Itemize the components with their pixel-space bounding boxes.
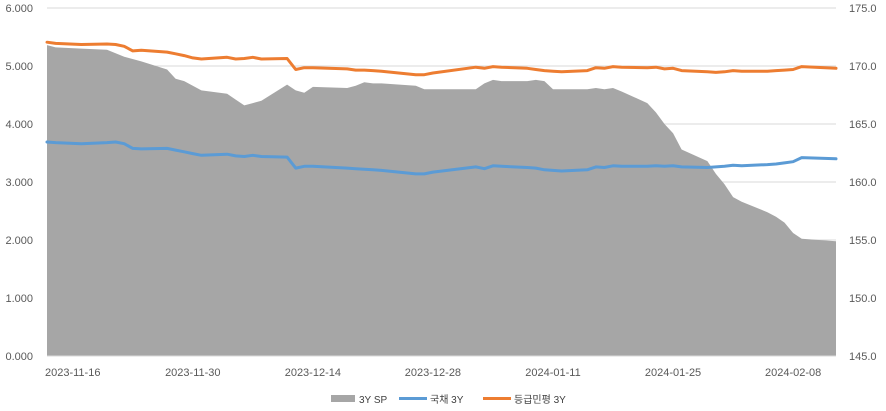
y-left-tick-label: 6.000 xyxy=(5,3,33,15)
line-series-layer xyxy=(45,40,838,176)
y-right-tick-label: 175.0 xyxy=(849,3,877,15)
legend-label: 국채 3Y xyxy=(430,394,464,406)
series-line-gov-3y xyxy=(45,140,838,176)
y-axis-left: 0.000 1.000 2.000 3.000 4.000 5.000 6.000 xyxy=(5,3,33,363)
x-tick-label: 2023-12-28 xyxy=(405,367,461,379)
legend-label: 등급민평 3Y xyxy=(514,394,566,406)
y-right-tick-label: 155.0 xyxy=(849,235,877,247)
y-right-tick-label: 150.0 xyxy=(849,293,877,305)
y-right-tick-label: 160.0 xyxy=(849,177,877,189)
legend: 3Y SP 국채 3Y 등급민평 3Y xyxy=(331,394,566,406)
y-left-tick-label: 0.000 xyxy=(5,351,33,363)
series-area-3y-sp xyxy=(47,45,836,356)
legend-label: 3Y SP xyxy=(359,395,387,406)
x-tick-label: 2023-11-16 xyxy=(45,367,100,379)
y-left-tick-label: 4.000 xyxy=(5,119,33,131)
x-tick-label: 2024-02-08 xyxy=(765,367,821,379)
y-left-tick-label: 2.000 xyxy=(5,235,33,247)
legend-swatch-area xyxy=(331,395,355,402)
area-series-layer xyxy=(47,45,836,356)
y-left-tick-label: 1.000 xyxy=(5,293,33,305)
x-tick-label: 2024-01-11 xyxy=(525,367,580,379)
y-left-tick-label: 3.000 xyxy=(5,177,33,189)
y-right-tick-label: 165.0 xyxy=(849,119,877,131)
x-tick-label: 2023-12-14 xyxy=(285,367,341,379)
y-axis-right: 145.0 150.0 155.0 160.0 165.0 170.0 175.0 xyxy=(849,3,877,363)
series-line-rated-3y xyxy=(45,40,838,77)
y-right-tick-label: 145.0 xyxy=(849,351,877,363)
x-axis: 2023-11-16 2023-11-30 2023-12-14 2023-12-28… xyxy=(45,355,836,379)
x-tick-label: 2024-01-25 xyxy=(645,367,701,379)
y-left-tick-label: 5.000 xyxy=(5,61,33,73)
y-right-tick-label: 170.0 xyxy=(849,61,877,73)
x-tick-label: 2023-11-30 xyxy=(165,367,220,379)
